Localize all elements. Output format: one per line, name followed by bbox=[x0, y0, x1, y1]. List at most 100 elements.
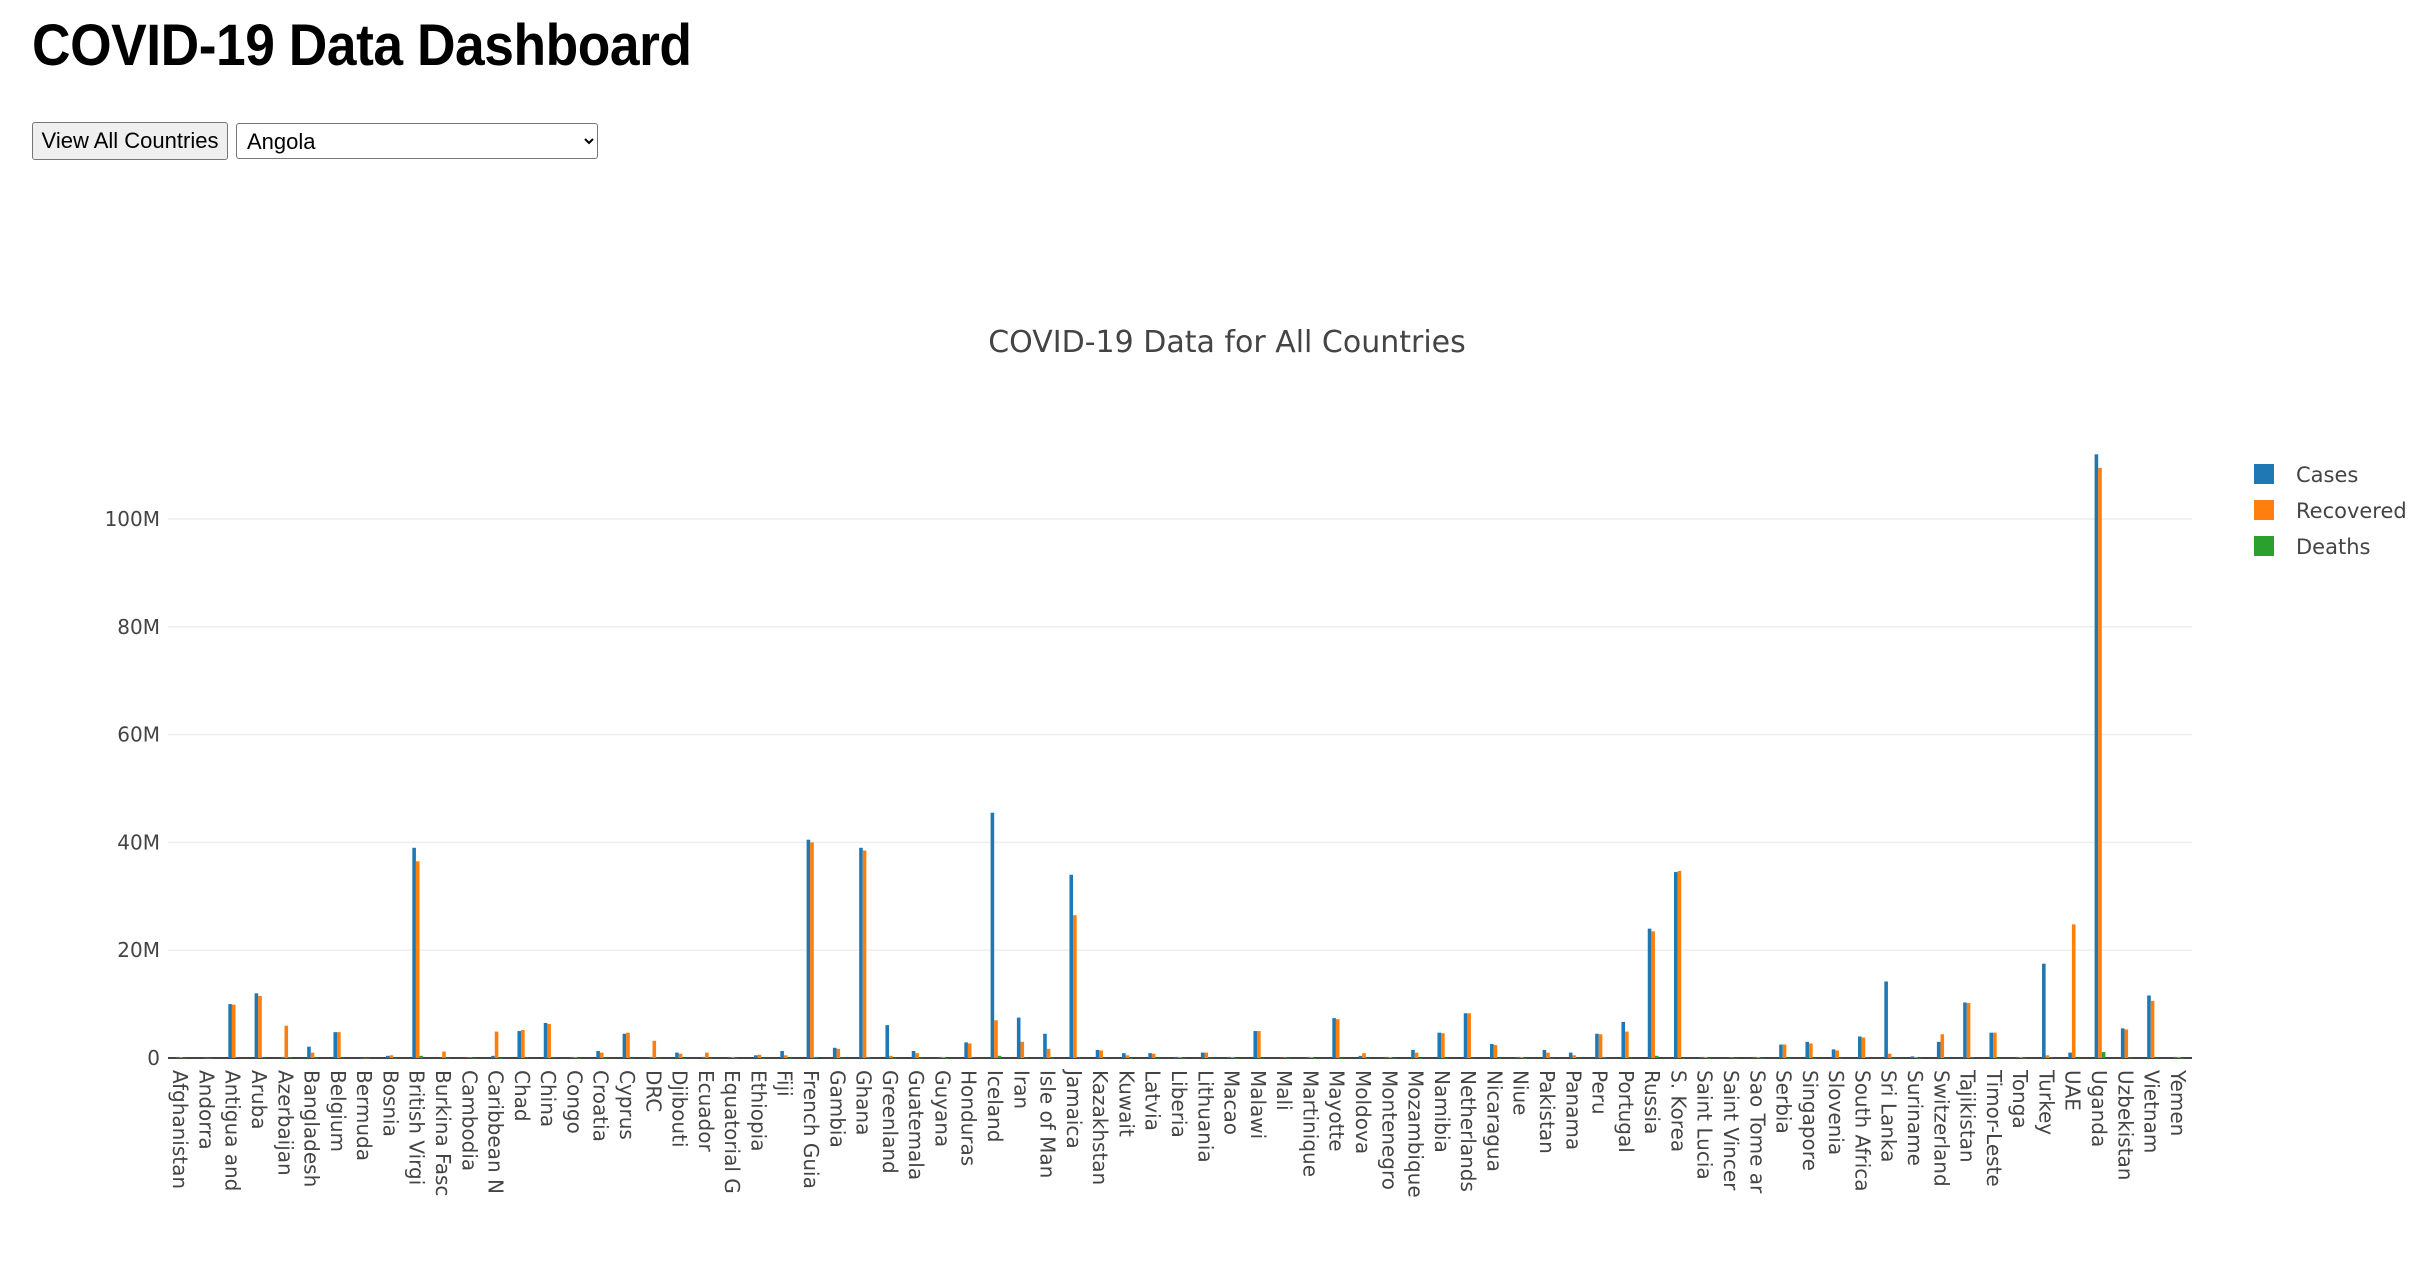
bar-recovered[interactable] bbox=[468, 1057, 473, 1058]
bar-deaths[interactable] bbox=[1339, 1057, 1344, 1059]
bar-cases[interactable] bbox=[2015, 1056, 2020, 1058]
bar-recovered[interactable] bbox=[1441, 1033, 1445, 1058]
legend-swatch[interactable] bbox=[2254, 536, 2274, 556]
bar-cases[interactable] bbox=[806, 839, 811, 1058]
bar-recovered[interactable] bbox=[705, 1052, 709, 1058]
bar-deaths[interactable] bbox=[1050, 1057, 1054, 1059]
bar-recovered[interactable] bbox=[573, 1057, 578, 1058]
bar-cases[interactable] bbox=[911, 1050, 916, 1058]
bar-recovered[interactable] bbox=[1598, 1034, 1603, 1058]
bar-recovered[interactable] bbox=[967, 1043, 972, 1058]
bar-recovered[interactable] bbox=[1257, 1031, 1261, 1058]
bar-recovered[interactable] bbox=[1309, 1056, 1314, 1058]
bar-cases[interactable] bbox=[280, 1056, 285, 1058]
bar-deaths[interactable] bbox=[1654, 1055, 1659, 1058]
bar-recovered[interactable] bbox=[1966, 1003, 1971, 1058]
bar-cases[interactable] bbox=[333, 1032, 338, 1058]
bar-deaths[interactable] bbox=[1313, 1057, 1317, 1059]
bar-cases[interactable] bbox=[675, 1052, 679, 1058]
bar-cases[interactable] bbox=[885, 1025, 890, 1058]
bar-cases[interactable] bbox=[938, 1056, 942, 1058]
bar-recovered[interactable] bbox=[442, 1051, 446, 1058]
bar-deaths[interactable] bbox=[761, 1057, 765, 1059]
bar-cases[interactable] bbox=[1910, 1056, 1915, 1058]
bar-deaths[interactable] bbox=[2180, 1057, 2185, 1059]
bar-cases[interactable] bbox=[1490, 1043, 1494, 1058]
bar-deaths[interactable] bbox=[1891, 1057, 1896, 1059]
bar-deaths[interactable] bbox=[629, 1057, 634, 1059]
bar-recovered[interactable] bbox=[284, 1025, 289, 1058]
bar-deaths[interactable] bbox=[1208, 1057, 1212, 1059]
bar-deaths[interactable] bbox=[419, 1055, 424, 1058]
bar-cases[interactable] bbox=[1095, 1049, 1100, 1058]
bar-cases[interactable] bbox=[543, 1022, 548, 1058]
bar-deaths[interactable] bbox=[1024, 1057, 1028, 1059]
bar-deaths[interactable] bbox=[603, 1057, 608, 1059]
bar-cases[interactable] bbox=[1568, 1052, 1573, 1058]
bar-deaths[interactable] bbox=[1549, 1057, 1554, 1059]
bar-cases[interactable] bbox=[780, 1050, 784, 1058]
bar-cases[interactable] bbox=[2120, 1028, 2125, 1058]
bar-recovered[interactable] bbox=[1283, 1057, 1287, 1058]
bar-deaths[interactable] bbox=[1917, 1057, 1922, 1059]
bar-cases[interactable] bbox=[701, 1056, 706, 1058]
bar-cases[interactable] bbox=[964, 1042, 968, 1058]
bar-deaths[interactable] bbox=[366, 1057, 371, 1059]
bar-deaths[interactable] bbox=[892, 1057, 897, 1059]
bar-recovered[interactable] bbox=[337, 1032, 341, 1058]
bar-cases[interactable] bbox=[1726, 1057, 1731, 1058]
bar-deaths[interactable] bbox=[445, 1057, 450, 1059]
bar-cases[interactable] bbox=[1463, 1013, 1468, 1058]
bar-recovered[interactable] bbox=[310, 1052, 315, 1058]
bar-cases[interactable] bbox=[1279, 1057, 1284, 1058]
bar-cases[interactable] bbox=[1858, 1036, 1862, 1058]
bar-deaths[interactable] bbox=[1470, 1057, 1475, 1059]
legend-label-recovered[interactable]: Recovered bbox=[2296, 499, 2407, 523]
bar-cases[interactable] bbox=[2094, 454, 2099, 1058]
bar-cases[interactable] bbox=[1647, 928, 1652, 1058]
bar-cases[interactable] bbox=[307, 1046, 311, 1058]
bar-deaths[interactable] bbox=[1707, 1057, 1712, 1059]
chart-legend[interactable]: Cases Recovered Deaths bbox=[2254, 463, 2407, 559]
bar-deaths[interactable] bbox=[1444, 1057, 1449, 1059]
bar-recovered[interactable] bbox=[1414, 1052, 1419, 1058]
bar-cases[interactable] bbox=[2147, 995, 2151, 1058]
bar-cases[interactable] bbox=[1253, 1031, 1258, 1058]
bar-deaths[interactable] bbox=[1076, 1057, 1081, 1058]
bar-recovered[interactable] bbox=[2045, 1055, 2050, 1058]
bar-recovered[interactable] bbox=[1335, 1019, 1340, 1058]
bar-cases[interactable] bbox=[2173, 1056, 2178, 1058]
bar-cases[interactable] bbox=[438, 1057, 443, 1058]
bar-recovered[interactable] bbox=[810, 842, 814, 1058]
bar-deaths[interactable] bbox=[209, 1057, 213, 1059]
bar-recovered[interactable] bbox=[1046, 1048, 1051, 1058]
bar-recovered[interactable] bbox=[1677, 870, 1682, 1058]
bar-recovered[interactable] bbox=[889, 1055, 893, 1058]
bar-cases[interactable] bbox=[859, 847, 863, 1058]
bar-cases[interactable] bbox=[464, 1057, 469, 1058]
bar-recovered[interactable] bbox=[1020, 1041, 1025, 1058]
bar-deaths[interactable] bbox=[340, 1057, 345, 1059]
bar-cases[interactable] bbox=[1358, 1055, 1363, 1058]
bar-cases[interactable] bbox=[1779, 1044, 1783, 1058]
bar-recovered[interactable] bbox=[599, 1052, 604, 1058]
bar-deaths[interactable] bbox=[2049, 1057, 2053, 1058]
bar-deaths[interactable] bbox=[1786, 1057, 1790, 1059]
bar-recovered[interactable] bbox=[1887, 1053, 1892, 1058]
bar-deaths[interactable] bbox=[577, 1057, 581, 1059]
bar-deaths[interactable] bbox=[813, 1056, 818, 1058]
bar-recovered[interactable] bbox=[231, 1004, 236, 1058]
bar-recovered[interactable] bbox=[941, 1056, 946, 1058]
bar-cases[interactable] bbox=[1963, 1002, 1967, 1058]
bar-deaths[interactable] bbox=[288, 1057, 292, 1058]
bar-cases[interactable] bbox=[1306, 1056, 1310, 1058]
bar-deaths[interactable] bbox=[918, 1057, 923, 1059]
bar-cases[interactable] bbox=[1831, 1049, 1836, 1058]
bar-recovered[interactable] bbox=[1756, 1056, 1761, 1058]
legend-label-deaths[interactable]: Deaths bbox=[2296, 535, 2370, 559]
bar-recovered[interactable] bbox=[1204, 1052, 1209, 1058]
bar-deaths[interactable] bbox=[1260, 1057, 1265, 1059]
bar-cases[interactable] bbox=[754, 1055, 758, 1058]
bar-cases[interactable] bbox=[1542, 1049, 1547, 1058]
bar-cases[interactable] bbox=[175, 1056, 180, 1058]
